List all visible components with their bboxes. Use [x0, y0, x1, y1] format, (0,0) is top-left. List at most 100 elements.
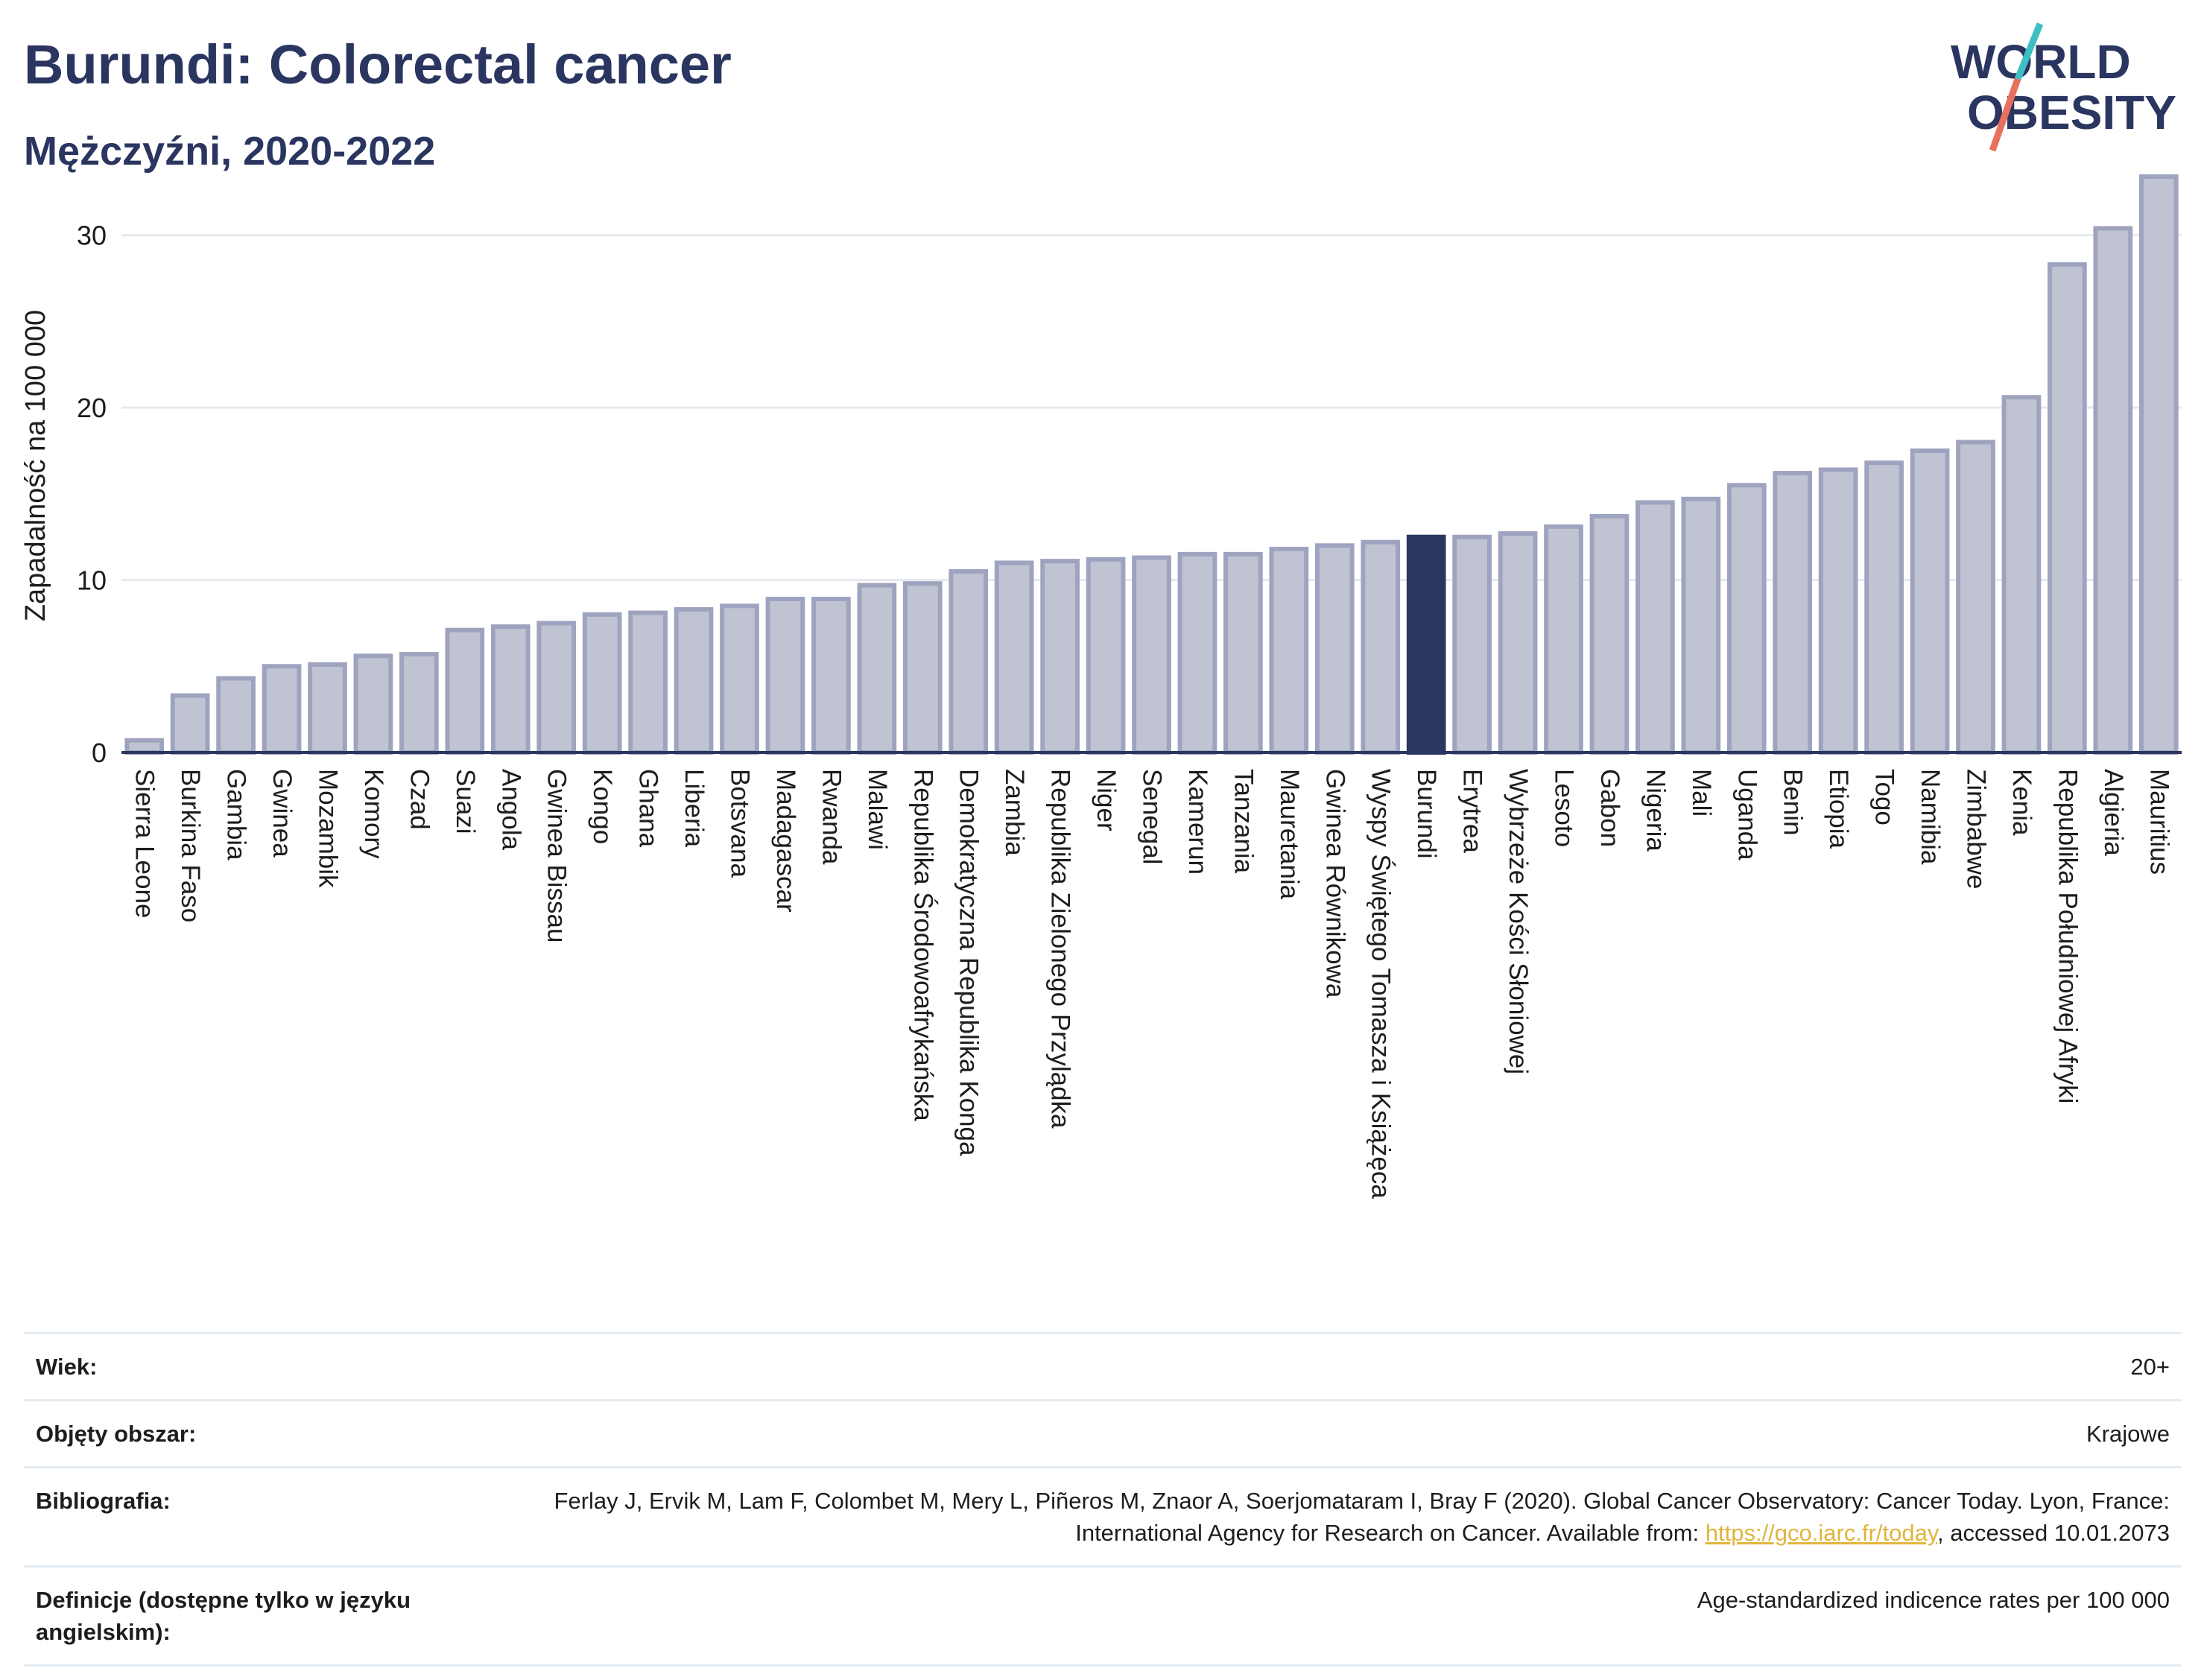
bar	[1361, 539, 1401, 755]
bar	[1177, 551, 1217, 755]
x-tick-label: Mauretania	[1275, 769, 1304, 900]
y-tick-label: 30	[77, 221, 107, 251]
x-tick-label: Botsvana	[726, 769, 755, 878]
x-tick-label: Wybrzeże Kości Słoniowej	[1504, 769, 1533, 1074]
bar	[1132, 555, 1171, 755]
x-tick-label: Zimbabwe	[1962, 769, 1991, 889]
bar	[1223, 551, 1263, 755]
info-value: 20+	[465, 1332, 2182, 1401]
x-tick-label: Madagascar	[771, 769, 800, 913]
bar	[1956, 440, 1995, 755]
bar	[811, 597, 851, 755]
source-link[interactable]: https://gco.iarc.fr/today	[1705, 1520, 1938, 1546]
bar	[353, 653, 393, 755]
x-tick-label: Senegal	[1138, 769, 1167, 864]
bar	[2001, 395, 2042, 755]
x-tick-label: Togo	[1870, 769, 1899, 825]
info-value: Age-standardized indicence rates per 100…	[465, 1566, 2182, 1667]
x-tick-label: Zambia	[1000, 769, 1029, 856]
bars	[124, 174, 2179, 755]
bar	[1406, 534, 1446, 755]
bar	[1910, 448, 1950, 755]
bar	[1498, 531, 1538, 755]
info-row-bibliography: Bibliografia: Ferlay J, Ervik M, Lam F, …	[24, 1467, 2182, 1568]
x-tick-label: Tanzania	[1229, 769, 1258, 874]
bar	[490, 624, 531, 755]
x-tick-label: Mali	[1687, 769, 1716, 817]
x-tick-label: Sierra Leone	[130, 769, 159, 918]
x-tick-label: Erytrea	[1458, 769, 1487, 853]
x-tick-label: Republika Środowoafrykańska	[908, 769, 938, 1121]
bar	[1773, 471, 1813, 755]
x-tick-label: Republika Południowej Afryki	[2053, 769, 2082, 1103]
x-tick-label: Uganda	[1732, 769, 1761, 860]
logo-slash-bottom	[1989, 77, 2021, 152]
x-tick-label: Niger	[1092, 769, 1121, 831]
info-label: Bibliografia:	[24, 1467, 465, 1568]
bar	[1086, 557, 1126, 755]
bar	[1635, 500, 1675, 755]
x-tick-label: Malawi	[863, 769, 892, 850]
y-tick-label: 0	[92, 738, 107, 768]
x-tick-label: Gwinea	[267, 769, 297, 858]
info-value: Ferlay J, Ervik M, Lam F, Colombet M, Me…	[465, 1467, 2182, 1568]
x-tick-label: Algieria	[2099, 769, 2128, 856]
bar	[445, 627, 485, 755]
bar	[124, 738, 165, 755]
y-tick-label: 10	[77, 565, 107, 596]
x-tick-label: Rwanda	[817, 769, 846, 865]
bar	[399, 652, 439, 755]
x-tick-label: Gwinea Bissau	[542, 769, 571, 942]
bar	[1314, 543, 1355, 755]
bar	[2138, 174, 2179, 755]
chart-title: Burundi: Colorectal cancer	[24, 34, 732, 95]
x-tick-label: Mozambik	[314, 769, 343, 888]
y-tick-label: 20	[77, 393, 107, 423]
info-table: Wiek: 20+ Objęty obszar: Krajowe Bibliog…	[24, 1332, 2182, 1667]
bar	[1040, 559, 1080, 755]
x-tick-label: Liberia	[680, 769, 709, 848]
x-tick-label: Gabon	[1595, 769, 1624, 847]
bar	[1589, 513, 1630, 755]
bar	[1452, 534, 1492, 755]
info-label: Objęty obszar:	[24, 1400, 465, 1468]
bar	[170, 693, 210, 755]
bar	[582, 612, 622, 755]
x-tick-label: Kongo	[588, 769, 617, 844]
bar	[628, 610, 668, 755]
bar	[902, 581, 943, 755]
x-tick-label: Demokratyczna Republika Konga	[954, 769, 984, 1156]
logo-slash-top	[2014, 22, 2044, 80]
y-axis-label: Zapadalność na 100 000	[20, 310, 51, 621]
info-label: Definicje (dostępne tylko w języku angie…	[24, 1566, 465, 1667]
bar	[1864, 460, 1904, 755]
info-label: Wiek:	[24, 1332, 465, 1401]
x-tick-label: Kamerun	[1183, 769, 1212, 875]
x-tick-label: Ghana	[634, 769, 663, 848]
bibliography-accessed: , accessed 10.01.2073	[1937, 1520, 2170, 1546]
bar	[216, 676, 256, 755]
x-tick-label: Burundi	[1412, 769, 1441, 859]
x-tick-label: Benin	[1779, 769, 1808, 836]
x-tick-label: Namibia	[1916, 769, 1945, 865]
bar	[2093, 226, 2133, 755]
bar	[308, 662, 347, 755]
x-tick-label: Gwinea Równikowa	[1320, 769, 1349, 998]
bar	[720, 603, 759, 755]
bar	[674, 606, 714, 755]
x-tick-label: Lesoto	[1550, 769, 1579, 847]
info-row-age: Wiek: 20+	[24, 1332, 2182, 1401]
bar	[536, 621, 577, 755]
x-tick-label: Angola	[496, 769, 525, 851]
info-row-definitions: Definicje (dostępne tylko w języku angie…	[24, 1566, 2182, 1667]
x-tick-label: Nigeria	[1641, 769, 1670, 852]
bar	[1544, 524, 1583, 755]
x-tick-label: Mauritius	[2144, 769, 2173, 875]
x-tick-label: Wyspy Świętego Tomasza i Książęca	[1367, 769, 1396, 1199]
bibliography-text: Ferlay J, Ervik M, Lam F, Colombet M, Me…	[554, 1488, 2170, 1546]
bar	[1269, 546, 1309, 755]
bar	[262, 664, 302, 755]
logo-line1: WORLD	[1951, 35, 2131, 89]
x-tick-label: Etiopia	[1824, 769, 1853, 849]
bar	[1681, 496, 1721, 755]
